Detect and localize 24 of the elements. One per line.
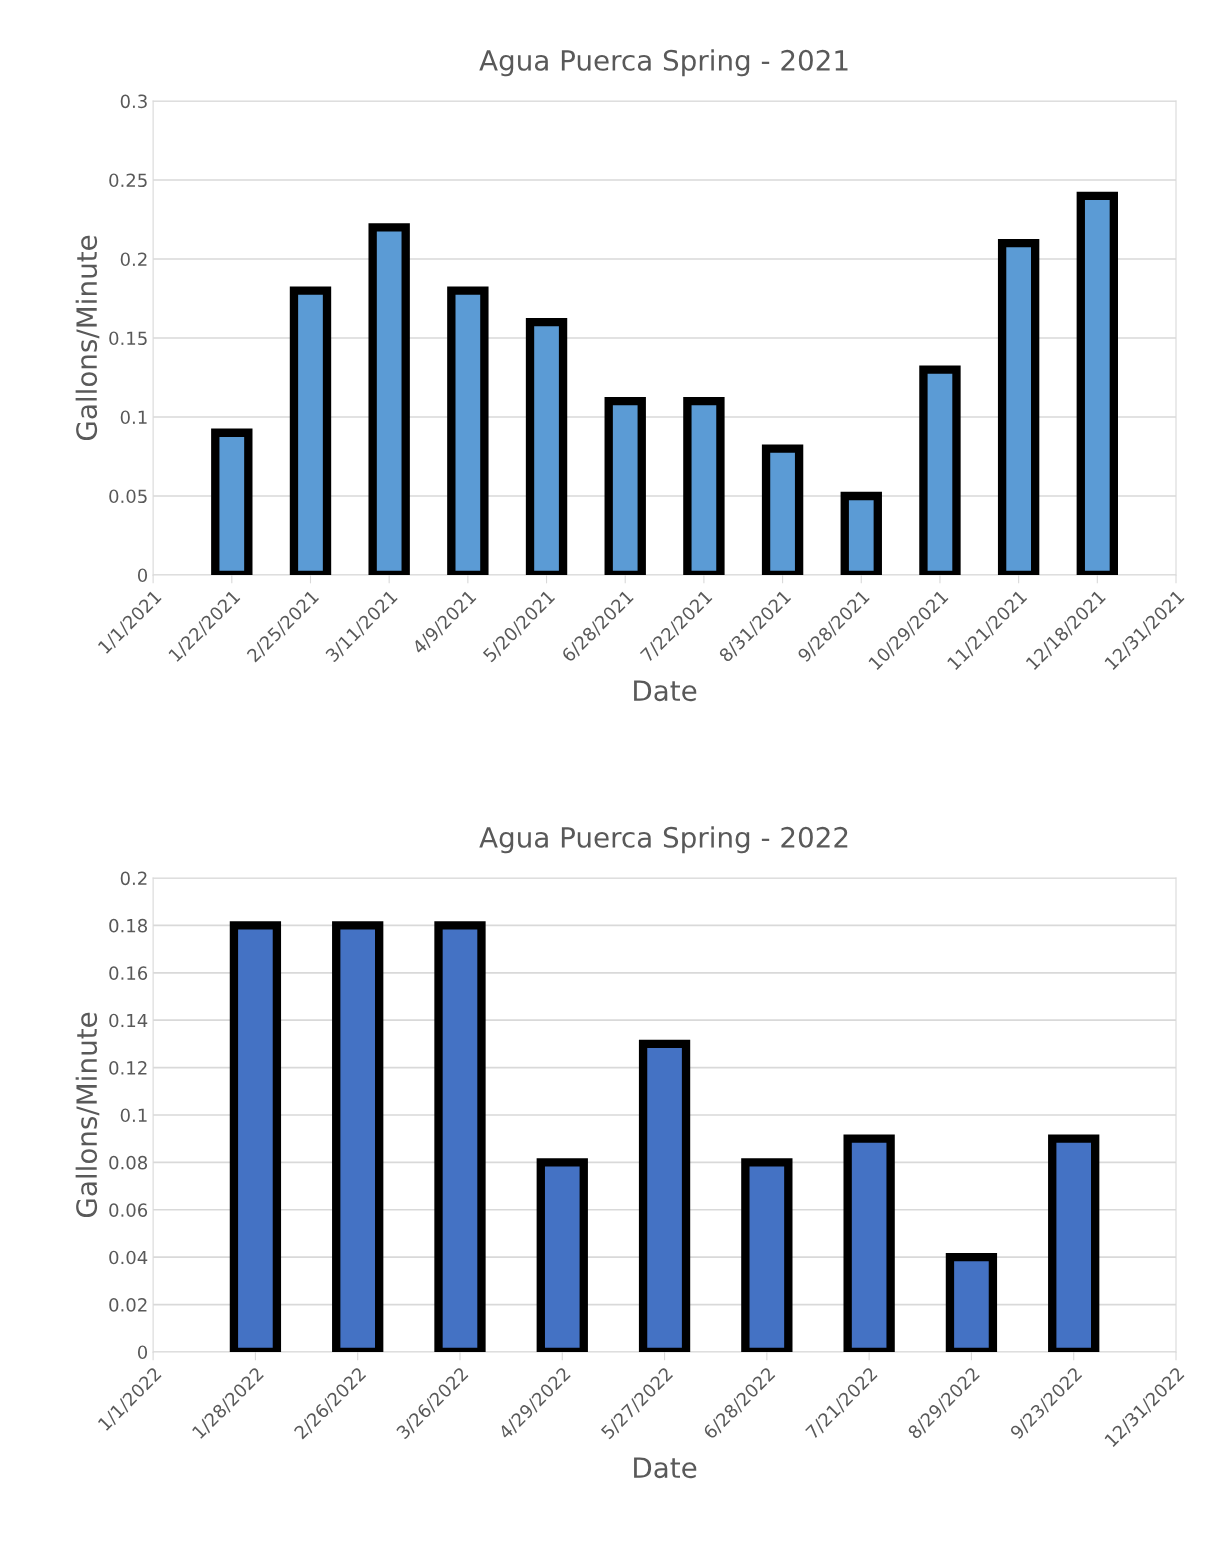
y-tick-label: 0.14 <box>109 1013 148 1028</box>
y-tick-label: 0.18 <box>109 918 148 933</box>
y-tick-label: 0.16 <box>109 966 148 980</box>
y-tick-label: 0.12 <box>109 1061 147 1075</box>
y-tick-label: 0.3 <box>120 94 147 109</box>
x-axis-title: Date <box>634 1457 697 1479</box>
y-tick-label: 0 <box>137 1345 148 1360</box>
chart-title: Agua Puerca Spring - 2021 <box>479 49 848 77</box>
y-axis-title: Gallons/Minute <box>75 1012 100 1218</box>
y-tick-label: 0.02 <box>109 1298 147 1312</box>
y-tick-label: 0 <box>137 568 148 583</box>
x-axis-title: Date <box>634 680 697 702</box>
y-tick-label: 0.1 <box>120 1108 147 1123</box>
y-tick-label: 0.1 <box>120 410 147 425</box>
y-tick-label: 0.08 <box>109 1155 148 1170</box>
y-tick-label: 0.04 <box>109 1250 148 1265</box>
y-tick-label: 0.15 <box>109 331 147 346</box>
y-tick-label: 0.25 <box>109 173 147 188</box>
y-tick-label: 0.2 <box>120 252 147 267</box>
y-axis-title: Gallons/Minute <box>75 235 100 441</box>
chart-title: Agua Puerca Spring - 2022 <box>479 826 848 854</box>
y-tick-label: 0.06 <box>109 1203 148 1217</box>
y-tick-label: 0.05 <box>109 489 147 504</box>
y-tick-label: 0.2 <box>120 871 147 886</box>
